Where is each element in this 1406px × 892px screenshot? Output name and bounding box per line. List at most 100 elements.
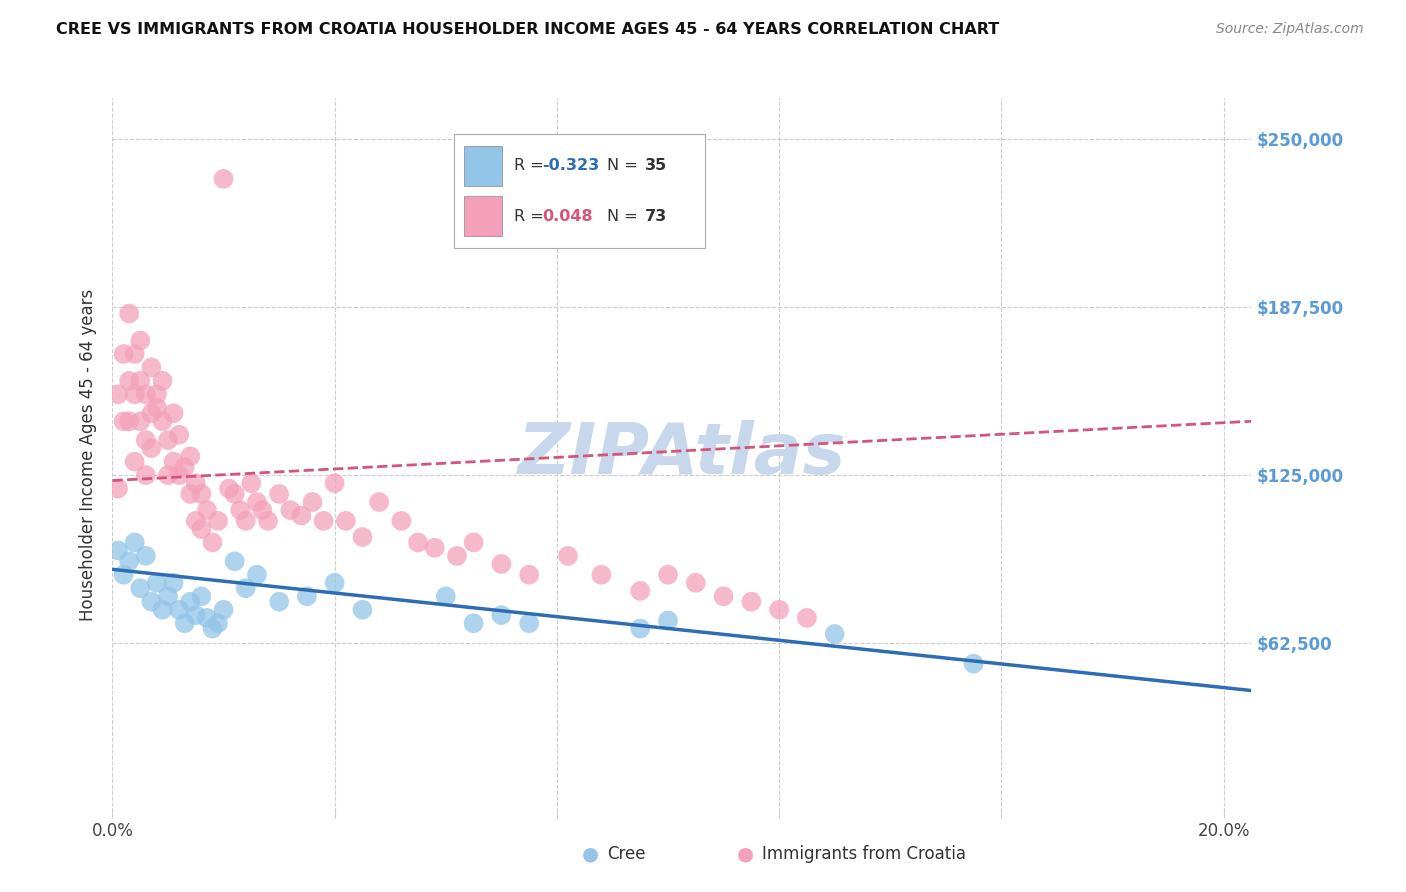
Point	[557, 549, 579, 563]
Point	[118, 374, 141, 388]
Point	[312, 514, 335, 528]
Point	[179, 450, 201, 464]
Point	[190, 522, 212, 536]
Point	[463, 535, 485, 549]
Point	[190, 589, 212, 603]
Point	[152, 374, 174, 388]
Point	[107, 482, 129, 496]
Point	[352, 603, 374, 617]
Point	[152, 603, 174, 617]
Text: ZIPAtlas: ZIPAtlas	[517, 420, 846, 490]
Point	[389, 514, 412, 528]
Point	[118, 554, 141, 568]
Point	[517, 567, 540, 582]
Point	[141, 595, 163, 609]
Point	[740, 595, 762, 609]
Y-axis label: Householder Income Ages 45 - 64 years: Householder Income Ages 45 - 64 years	[79, 289, 97, 621]
Point	[368, 495, 391, 509]
Point	[352, 530, 374, 544]
Point	[269, 487, 291, 501]
Point	[157, 468, 180, 483]
Point	[184, 608, 207, 623]
Point	[323, 476, 346, 491]
Point	[463, 616, 485, 631]
Point	[240, 476, 263, 491]
Point	[235, 514, 257, 528]
Point	[229, 503, 252, 517]
Point	[179, 487, 201, 501]
Point	[657, 614, 679, 628]
Point	[107, 387, 129, 401]
Point	[406, 535, 429, 549]
Text: 35: 35	[644, 158, 666, 173]
Point	[135, 433, 157, 447]
Point	[446, 549, 468, 563]
Point	[118, 414, 141, 428]
Text: Immigrants from Croatia: Immigrants from Croatia	[762, 846, 966, 863]
Point	[179, 595, 201, 609]
Point	[146, 387, 169, 401]
Point	[157, 433, 180, 447]
Point	[195, 611, 218, 625]
Point	[323, 575, 346, 590]
Point	[167, 427, 190, 442]
Point	[129, 581, 152, 595]
Point	[184, 476, 207, 491]
Point	[124, 455, 146, 469]
Point	[152, 414, 174, 428]
Point	[112, 414, 135, 428]
Point	[491, 608, 513, 623]
Point	[301, 495, 323, 509]
Point	[713, 589, 735, 603]
Point	[207, 514, 229, 528]
Point	[107, 543, 129, 558]
Point	[423, 541, 446, 555]
Point	[962, 657, 984, 671]
Point	[824, 627, 846, 641]
Point	[124, 535, 146, 549]
Point	[141, 441, 163, 455]
Point	[167, 603, 190, 617]
Text: Cree: Cree	[607, 846, 645, 863]
Point	[129, 414, 152, 428]
Point	[118, 307, 141, 321]
Point	[290, 508, 312, 523]
Point	[657, 567, 679, 582]
Point	[685, 575, 707, 590]
Point	[218, 482, 240, 496]
Point	[135, 549, 157, 563]
Point	[246, 495, 269, 509]
Point	[135, 387, 157, 401]
Point	[235, 581, 257, 595]
Point	[190, 487, 212, 501]
Point	[257, 514, 280, 528]
Point	[278, 503, 301, 517]
Point	[628, 583, 651, 598]
Text: 73: 73	[644, 209, 666, 224]
Point	[796, 611, 818, 625]
Point	[141, 406, 163, 420]
Text: ●: ●	[737, 845, 754, 863]
Text: CREE VS IMMIGRANTS FROM CROATIA HOUSEHOLDER INCOME AGES 45 - 64 YEARS CORRELATIO: CREE VS IMMIGRANTS FROM CROATIA HOUSEHOL…	[56, 22, 1000, 37]
Point	[162, 455, 184, 469]
Point	[212, 172, 235, 186]
Point	[628, 622, 651, 636]
Point	[224, 487, 246, 501]
Point	[112, 567, 135, 582]
Text: 0.048: 0.048	[541, 209, 592, 224]
Point	[201, 622, 224, 636]
Text: ●: ●	[582, 845, 599, 863]
Point	[167, 468, 190, 483]
Text: N =: N =	[607, 158, 643, 173]
Point	[252, 503, 274, 517]
Point	[195, 503, 218, 517]
Point	[157, 589, 180, 603]
Point	[768, 603, 790, 617]
Point	[124, 347, 146, 361]
Point	[146, 401, 169, 415]
Point	[591, 567, 613, 582]
Text: -0.323: -0.323	[541, 158, 599, 173]
Point	[295, 589, 318, 603]
Point	[269, 595, 291, 609]
Point	[335, 514, 357, 528]
